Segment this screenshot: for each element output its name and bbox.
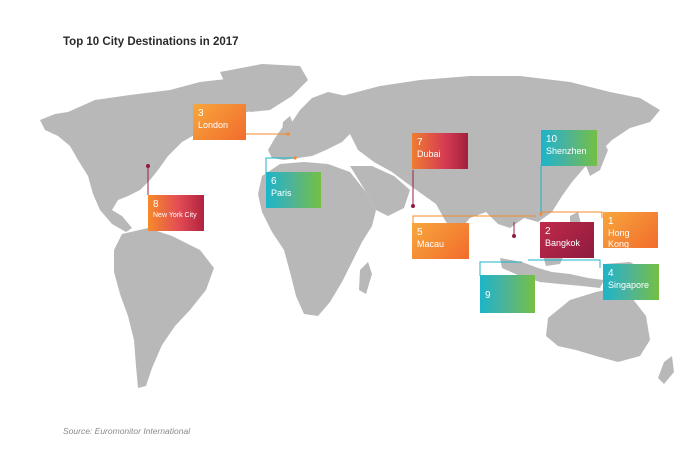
map-title: Top 10 City Destinations in 2017 bbox=[63, 36, 239, 48]
marker-london bbox=[286, 132, 290, 136]
marker-nyc bbox=[146, 164, 150, 168]
card-bangkok: 2 Bangkok bbox=[540, 222, 594, 258]
card-paris: 6 Paris bbox=[266, 172, 321, 208]
marker-hongkong bbox=[539, 212, 543, 216]
uk bbox=[282, 116, 294, 134]
card-macau: 5 Macau bbox=[412, 223, 469, 259]
new-zealand bbox=[658, 356, 674, 384]
card-rank: 3 bbox=[198, 108, 204, 119]
south-america bbox=[114, 228, 214, 388]
connector-lines bbox=[147, 133, 603, 276]
city-markers bbox=[146, 132, 543, 238]
marker-bangkok bbox=[512, 234, 516, 238]
card-new-york-city: 8 New York City bbox=[148, 195, 204, 231]
card-city: Bangkok bbox=[545, 238, 581, 248]
card-rank: 8 bbox=[153, 199, 159, 210]
card-rank: 10 bbox=[546, 134, 558, 145]
card-city: Singapore bbox=[608, 280, 650, 290]
connector-kl bbox=[479, 261, 522, 276]
card-city: New York City bbox=[153, 212, 197, 219]
connector-paris bbox=[265, 157, 295, 174]
card-city: Shenzhen bbox=[546, 146, 587, 156]
land-masses bbox=[40, 64, 674, 388]
card-rank: 1 bbox=[608, 216, 614, 227]
marker-paris bbox=[293, 156, 297, 160]
card-shenzhen: 10 Shenzhen bbox=[541, 130, 597, 166]
europe bbox=[268, 92, 362, 160]
connector-hongkong bbox=[541, 211, 603, 218]
card-rank: 6 bbox=[271, 176, 277, 187]
greenland bbox=[220, 64, 308, 112]
card-rank: 5 bbox=[417, 227, 423, 238]
marker-dubai bbox=[411, 204, 415, 208]
card-rank: 4 bbox=[608, 268, 614, 279]
madagascar bbox=[359, 262, 372, 294]
card-city: Hong Kong bbox=[608, 228, 630, 249]
asia bbox=[342, 76, 660, 232]
card-city: Macau bbox=[417, 239, 445, 249]
card-city: Kuala Lumpur bbox=[485, 313, 516, 334]
japan bbox=[586, 140, 608, 176]
connector-macau bbox=[412, 215, 536, 224]
card-rank: 9 bbox=[485, 290, 491, 301]
card-kuala-lumpur: 9 Kuala Lumpur bbox=[480, 275, 535, 334]
connector-singapore bbox=[528, 259, 601, 268]
indonesia bbox=[500, 258, 604, 288]
card-city: London bbox=[198, 120, 229, 130]
card-city: Dubai bbox=[417, 149, 441, 159]
source-note: Source: Euromonitor International bbox=[63, 426, 191, 436]
card-singapore: 4 Singapore bbox=[603, 264, 659, 300]
card-city: Paris bbox=[271, 188, 292, 198]
card-rank: 7 bbox=[417, 137, 423, 148]
arabia bbox=[350, 166, 410, 216]
australia bbox=[546, 288, 650, 362]
card-hong-kong: 1 Hong Kong bbox=[603, 212, 658, 249]
card-london: 3 London bbox=[193, 104, 246, 140]
card-rank: 2 bbox=[545, 226, 551, 237]
card-dubai: 7 Dubai bbox=[412, 133, 468, 169]
